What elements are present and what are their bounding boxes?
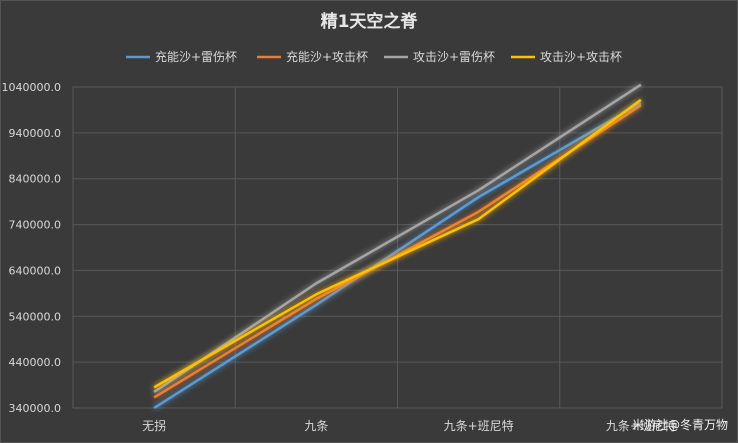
legend-label: 充能沙+雷伤杯	[155, 49, 237, 64]
x-tick-label: 九条+班尼特	[444, 418, 514, 433]
x-tick-label: 九条+班尼特	[606, 418, 676, 433]
watermark: 米游社@冬青万物	[632, 417, 728, 432]
series-line	[153, 83, 642, 393]
x-tick-label: 无拐	[142, 418, 166, 433]
y-tick-label: 840000.0	[9, 173, 62, 186]
x-axis: 无拐 九条 九条+班尼特 九条+班尼特	[142, 418, 676, 433]
legend-label: 攻击沙+攻击杯	[540, 50, 622, 64]
y-tick-label: 940000.0	[9, 127, 62, 140]
legend-label: 攻击沙+雷伤杯	[413, 50, 495, 64]
y-tick-label: 1040000.0	[2, 81, 62, 94]
y-axis: 340000.0 440000.0 540000.0 640000.0 740000.0…	[2, 81, 62, 415]
y-tick-label: 540000.0	[9, 310, 62, 323]
legend-label: 充能沙+攻击杯	[286, 49, 368, 64]
gridlines	[72, 86, 723, 409]
series-line	[153, 98, 642, 389]
legend: 充能沙+雷伤杯 充能沙+攻击杯 攻击沙+雷伤杯 攻击沙+攻击杯	[126, 49, 622, 64]
x-tick-label: 九条	[304, 419, 328, 433]
y-tick-label: 640000.0	[9, 264, 62, 277]
chart-title: 精1天空之脊	[321, 11, 419, 32]
y-tick-label: 440000.0	[9, 356, 62, 369]
series-line	[153, 101, 642, 410]
y-tick-label: 340000.0	[9, 402, 62, 415]
y-tick-label: 740000.0	[9, 219, 62, 232]
series-lines	[153, 83, 642, 410]
